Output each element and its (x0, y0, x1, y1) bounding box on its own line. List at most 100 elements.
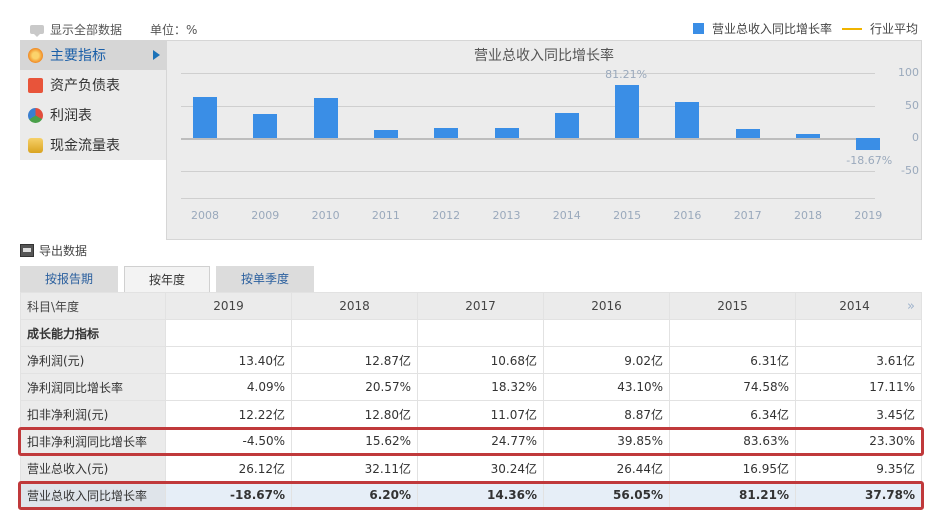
x-tick-label: 2015 (613, 209, 642, 222)
bar-2015[interactable] (615, 85, 640, 138)
speech-bubble-icon (30, 24, 44, 37)
cell-value: 11.07亿 (417, 400, 544, 428)
x-tick-label: 2013 (492, 209, 521, 222)
cell-value: 81.21% (669, 481, 796, 509)
cell-value: 3.61亿 (795, 346, 922, 374)
cell-value: 12.87亿 (291, 346, 418, 374)
document-icon (28, 77, 43, 93)
row-label: 营业总收入(元) (20, 454, 166, 482)
bar-2009[interactable] (253, 113, 278, 138)
cell-value: 12.80亿 (291, 400, 418, 428)
cell-value: 9.35亿 (795, 454, 922, 482)
sidebar-item-label: 资产负债表 (50, 78, 120, 94)
table-row: 净利润同比增长率 4.09% 20.57% 18.32% 43.10% 74.58% 17.… (20, 373, 922, 401)
sidebar: 主要指标 资产负债表 利润表 现金流量表 (20, 40, 166, 160)
export-icon (20, 244, 34, 257)
section-row: 成长能力指标 (20, 319, 922, 347)
double-chevron-right-icon[interactable]: » (907, 298, 915, 314)
cell-value: 6.34亿 (669, 400, 796, 428)
pie-icon (28, 107, 43, 123)
financial-table: 科目\年度 2019 2018 2017 2016 2015 2014 » 成长能… (20, 292, 922, 509)
bar-chart: 100 50 0 -50 2008 2009 2010 2011 2012 2013 2014 201… (167, 41, 923, 241)
topbar: 显示全部数据 单位：% (30, 20, 197, 38)
section-label: 成长能力指标 (20, 319, 166, 347)
cell-value: 3.45亿 (795, 400, 922, 428)
x-tick-label: 2009 (251, 209, 280, 222)
chart-legend: 营业总收入同比增长率 行业平均 (692, 20, 918, 37)
x-tick-label: 2017 (733, 209, 762, 222)
table-row: 净利润(元) 13.40亿 12.87亿 10.68亿 9.02亿 6.31亿 3.61亿 (20, 346, 922, 374)
header-year: 2017 (417, 292, 544, 320)
cell-value: 4.09% (165, 373, 292, 401)
y-tick-label: 0 (912, 131, 919, 144)
header-year: 2015 (669, 292, 796, 320)
cell-value: 20.57% (291, 373, 418, 401)
table-row: 扣非净利润同比增长率 -4.50% 15.62% 24.77% 39.85% 83.63%… (20, 427, 922, 455)
table-row: 营业总收入(元) 26.12亿 32.11亿 30.24亿 26.44亿 16.95亿 9.… (20, 454, 922, 482)
cell-value: 23.30% (795, 427, 922, 455)
cell-value: -18.67% (165, 481, 292, 509)
x-tick-label: 2012 (432, 209, 461, 222)
cell-value: -4.50% (165, 427, 292, 455)
bar-2018[interactable] (796, 133, 820, 138)
gridline (181, 73, 875, 74)
cell-value: 74.58% (669, 373, 796, 401)
cell-value: 39.85% (543, 427, 670, 455)
gridline (181, 138, 875, 140)
gridline (181, 105, 875, 107)
bar-2019[interactable] (856, 138, 881, 151)
legend-line-icon (841, 27, 862, 30)
cell-value: 43.10% (543, 373, 670, 401)
tab-by-year[interactable]: 按年度 (124, 266, 210, 292)
unit-label: 单位：% (150, 22, 198, 37)
x-tick-label: 2008 (191, 209, 219, 222)
cell-value: 24.77% (417, 427, 544, 455)
bar-2011[interactable] (373, 129, 398, 138)
cell-value: 32.11亿 (291, 454, 418, 482)
cell-value: 9.02亿 (543, 346, 670, 374)
bar-2016[interactable] (675, 101, 700, 138)
header-year: 2014 (839, 298, 870, 313)
cell-value: 18.32% (417, 373, 544, 401)
sidebar-item-cash-flow[interactable]: 现金流量表 (20, 130, 166, 160)
row-label: 净利润同比增长率 (20, 373, 166, 401)
cell-value: 83.63% (669, 427, 796, 455)
flower-icon (28, 47, 43, 63)
sidebar-item-income-statement[interactable]: 利润表 (20, 100, 166, 130)
tab-by-quarter[interactable]: 按单季度 (216, 266, 314, 292)
bar-2017[interactable] (735, 128, 760, 138)
header-year-last: 2014 » (795, 292, 922, 320)
cell-value: 30.24亿 (417, 454, 544, 482)
row-label: 营业总收入同比增长率 (20, 481, 166, 509)
sidebar-item-label: 主要指标 (50, 48, 106, 64)
sidebar-item-main-indicators[interactable]: 主要指标 (20, 40, 166, 70)
chart-title: 营业总收入同比增长率 (474, 48, 614, 64)
cell-value: 56.05% (543, 481, 670, 509)
arrow-right-icon (153, 50, 160, 60)
bar-2010[interactable] (313, 97, 338, 138)
y-tick-label: -50 (901, 163, 919, 177)
cell-value: 16.95亿 (669, 454, 796, 482)
export-data-button[interactable]: 导出数据 (20, 242, 87, 259)
legend-square-icon (692, 23, 704, 34)
legend-avg-label[interactable]: 行业平均 (869, 22, 918, 36)
export-label: 导出数据 (39, 244, 88, 258)
bar-2008[interactable] (193, 97, 217, 138)
show-all-data-link[interactable]: 显示全部数据 (50, 22, 123, 37)
sidebar-item-label: 利润表 (50, 108, 92, 124)
row-label: 净利润(元) (20, 346, 166, 374)
tab-by-report-period[interactable]: 按报告期 (20, 266, 118, 292)
x-tick-label: 2019 (854, 209, 883, 222)
bar-2014[interactable] (554, 113, 579, 138)
bar-2012[interactable] (434, 127, 459, 138)
bar-2013[interactable] (494, 128, 519, 138)
period-tabs: 按报告期 按年度 按单季度 (20, 266, 320, 292)
cell-value: 10.68亿 (417, 346, 544, 374)
legend-series-label[interactable]: 营业总收入同比增长率 (711, 22, 832, 36)
cell-value: 6.31亿 (669, 346, 796, 374)
coins-icon (28, 137, 43, 153)
cell-value: 26.44亿 (543, 454, 670, 482)
table-header-row: 科目\年度 2019 2018 2017 2016 2015 2014 » (20, 292, 922, 320)
sidebar-item-balance-sheet[interactable]: 资产负债表 (20, 70, 166, 100)
cell-value: 14.36% (417, 481, 544, 509)
